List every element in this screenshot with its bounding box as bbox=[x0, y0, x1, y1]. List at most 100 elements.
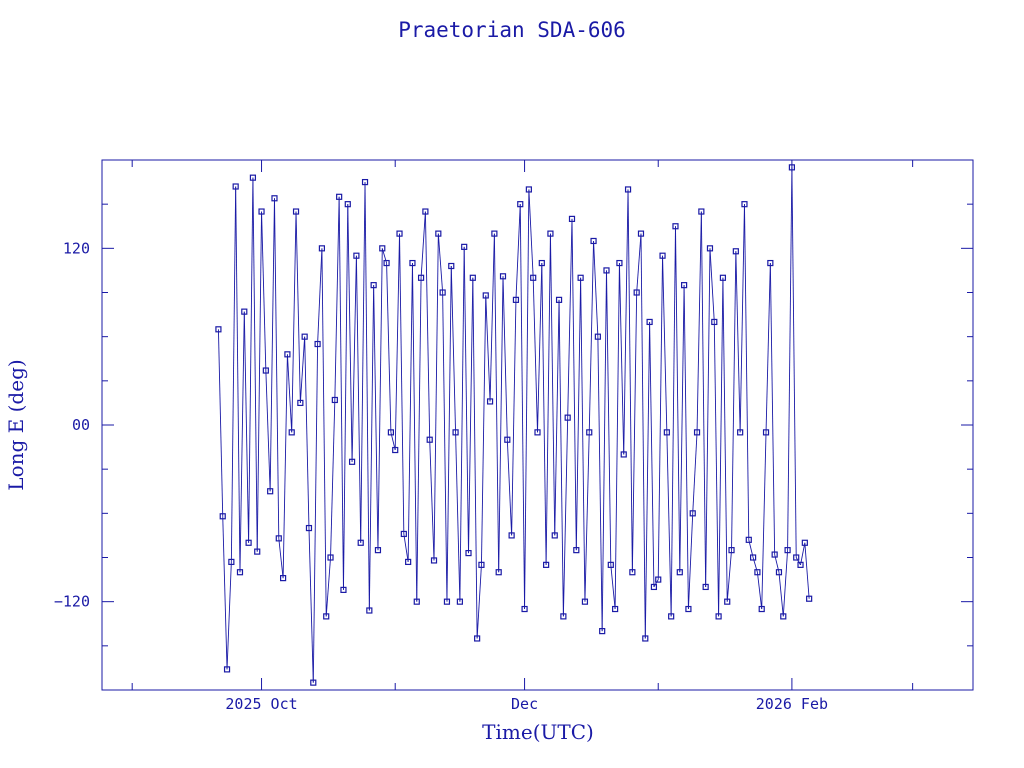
data-point bbox=[413, 598, 420, 605]
data-point bbox=[495, 569, 502, 576]
data-series bbox=[215, 164, 813, 686]
data-point bbox=[620, 451, 627, 458]
series-line-segment bbox=[769, 263, 776, 555]
data-point bbox=[366, 607, 373, 614]
data-point bbox=[629, 569, 636, 576]
series-line-segment bbox=[601, 270, 607, 632]
data-point bbox=[310, 679, 317, 686]
series-line-segment bbox=[713, 321, 720, 617]
data-point bbox=[357, 539, 364, 546]
series-line-segment bbox=[649, 321, 655, 587]
y-tick-label: 00 bbox=[72, 416, 90, 434]
data-point bbox=[461, 243, 468, 250]
series-line-segment bbox=[683, 285, 689, 610]
series-line-segment bbox=[308, 528, 314, 683]
series-line-segment bbox=[636, 233, 642, 293]
series-line-segment bbox=[765, 263, 771, 433]
chart-title: Praetorian SDA-606 bbox=[398, 18, 626, 42]
series-line-segment bbox=[489, 233, 495, 402]
series-line-segment bbox=[429, 439, 435, 561]
x-tick-label: 2025 Oct bbox=[225, 695, 297, 713]
data-point bbox=[577, 274, 584, 281]
y-tick-label: 120 bbox=[63, 239, 90, 257]
series-line-segment bbox=[493, 233, 500, 573]
data-point bbox=[732, 248, 739, 255]
series-line-segment bbox=[347, 204, 353, 462]
data-point bbox=[422, 208, 429, 215]
data-point bbox=[474, 635, 481, 642]
series-line-segment bbox=[584, 432, 590, 602]
data-point bbox=[590, 237, 597, 245]
series-line-segment bbox=[407, 263, 413, 562]
data-point bbox=[555, 296, 563, 303]
series-line-segment bbox=[330, 399, 336, 558]
series-line-segment bbox=[528, 189, 534, 278]
data-point bbox=[762, 429, 770, 436]
data-point bbox=[711, 318, 718, 326]
data-point bbox=[650, 583, 658, 591]
data-point bbox=[232, 183, 239, 190]
series-line-segment bbox=[580, 277, 586, 602]
series-line-segment bbox=[368, 285, 375, 611]
series-line-segment bbox=[679, 285, 685, 573]
data-point bbox=[327, 554, 334, 561]
series-line-segment bbox=[485, 295, 491, 402]
data-point bbox=[400, 530, 407, 538]
data-point bbox=[581, 598, 589, 605]
data-point bbox=[659, 252, 666, 259]
series-line-segment bbox=[511, 299, 517, 536]
data-point bbox=[383, 259, 390, 267]
data-point bbox=[538, 259, 545, 267]
data-point bbox=[245, 539, 252, 546]
data-point bbox=[646, 318, 653, 326]
data-point bbox=[685, 605, 692, 613]
series-line-segment bbox=[800, 542, 806, 565]
data-point bbox=[728, 547, 735, 554]
y-axis: −120 00 120 bbox=[54, 159, 973, 691]
series-line-segment bbox=[545, 233, 551, 565]
series-line-segment bbox=[442, 292, 448, 602]
series-line-segment bbox=[459, 246, 465, 602]
data-point bbox=[267, 488, 274, 495]
data-point bbox=[681, 282, 688, 289]
data-point bbox=[663, 429, 670, 436]
data-point bbox=[318, 245, 326, 252]
series-line-segment bbox=[468, 277, 474, 554]
series-line-segment bbox=[795, 557, 801, 566]
y-axis-label: Long E (deg) bbox=[4, 359, 28, 490]
series-line-segment bbox=[252, 177, 258, 552]
data-point bbox=[486, 398, 494, 405]
data-point bbox=[344, 201, 351, 208]
series-line-segment bbox=[562, 417, 569, 617]
data-point bbox=[279, 575, 287, 582]
series-line-segment bbox=[502, 276, 508, 440]
data-point bbox=[551, 532, 558, 539]
data-point bbox=[448, 262, 455, 270]
data-point bbox=[409, 259, 416, 267]
series-line-segment bbox=[338, 196, 344, 590]
data-point bbox=[801, 539, 808, 546]
data-point bbox=[258, 208, 265, 215]
series-line-segment bbox=[756, 572, 763, 610]
series-line-segment bbox=[739, 204, 745, 433]
data-point bbox=[771, 551, 778, 558]
series-line-segment bbox=[506, 439, 513, 536]
x-axis: 2025 Oct Dec 2026 Feb bbox=[131, 160, 914, 713]
data-point bbox=[702, 583, 709, 591]
series-line-segment bbox=[705, 248, 711, 587]
data-point bbox=[439, 289, 446, 296]
data-point bbox=[689, 510, 696, 517]
series-line-segment bbox=[222, 516, 228, 670]
series-line-segment bbox=[291, 211, 297, 433]
series-line-segment bbox=[269, 198, 275, 492]
series-line-segment bbox=[455, 432, 461, 602]
series-line-segment bbox=[226, 561, 232, 670]
data-point bbox=[305, 524, 313, 532]
data-point bbox=[525, 186, 532, 193]
data-point bbox=[775, 569, 783, 576]
data-point bbox=[633, 289, 640, 296]
data-point bbox=[512, 296, 520, 303]
series-line-segment bbox=[558, 299, 564, 617]
series-line-segment bbox=[718, 277, 724, 617]
data-point bbox=[568, 215, 576, 222]
